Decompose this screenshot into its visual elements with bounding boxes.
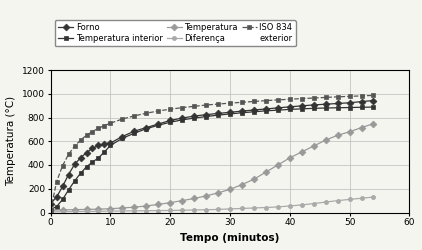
X-axis label: Tempo (minutos): Tempo (minutos) (180, 232, 280, 242)
Legend: Forno, Temperatura interior, Temperatura, Diferença, ISO 834, exterior: Forno, Temperatura interior, Temperatura… (55, 20, 296, 46)
Y-axis label: Temperatura (°C): Temperatura (°C) (6, 96, 16, 186)
